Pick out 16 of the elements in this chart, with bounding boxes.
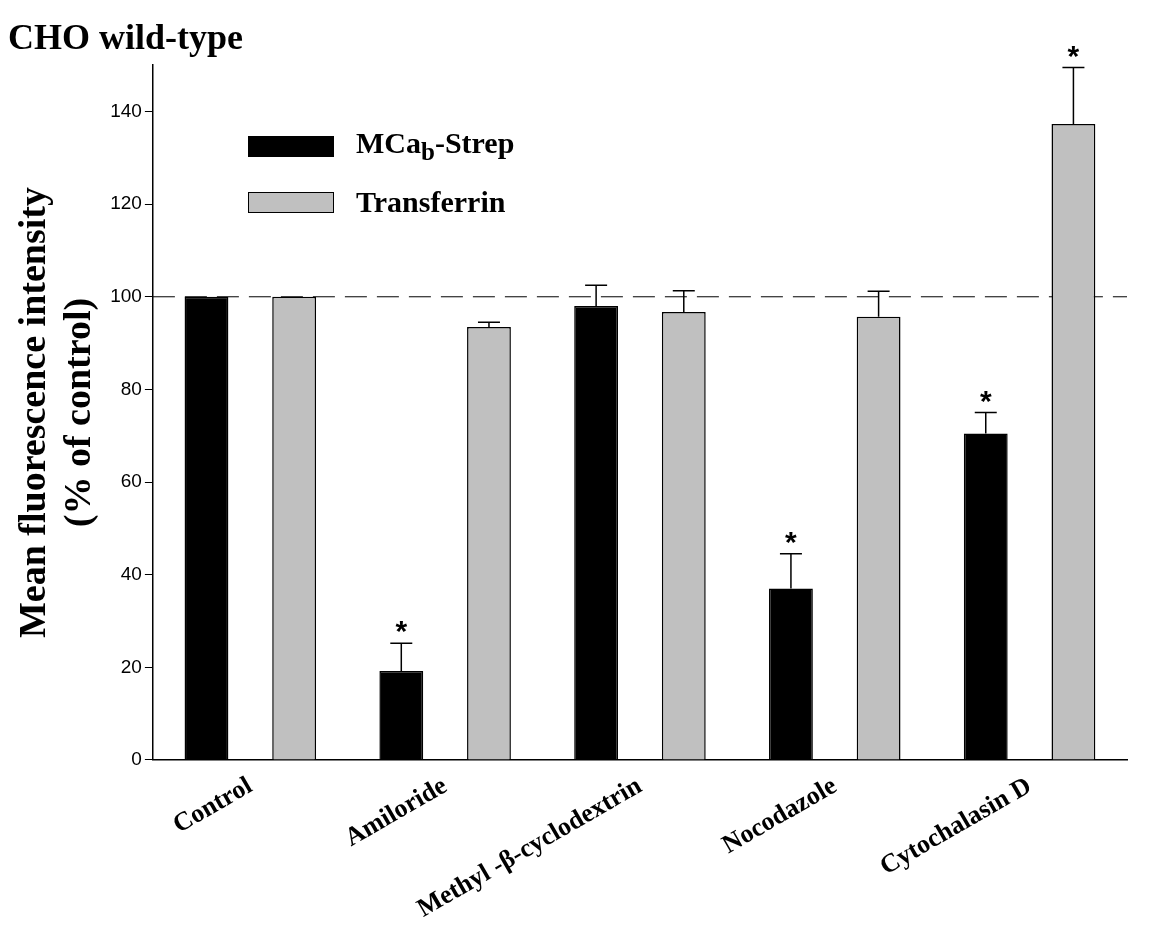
data-label: * (979, 383, 992, 417)
data-label: * (395, 614, 408, 648)
y-tick-label: 20 (120, 655, 142, 677)
y-axis-title: Mean fluorescence intensity (% of control) (10, 187, 100, 639)
y-tick-label: 120 (110, 192, 142, 214)
y-tick-label: 60 (120, 470, 142, 492)
data-label: * (1067, 38, 1080, 72)
legend-label: Transferrin (356, 185, 506, 219)
chart-title: CHO wild-type (8, 16, 244, 57)
y-tick-label: 80 (120, 377, 142, 399)
y-tick-label: 0 (131, 748, 142, 770)
legend-label: MCa$_{b}$-Strep (356, 126, 515, 166)
y-tick-label: 40 (120, 562, 142, 584)
data-label: * (785, 524, 798, 558)
y-tick-label: 100 (110, 285, 142, 307)
y-tick-label: 140 (110, 99, 142, 121)
